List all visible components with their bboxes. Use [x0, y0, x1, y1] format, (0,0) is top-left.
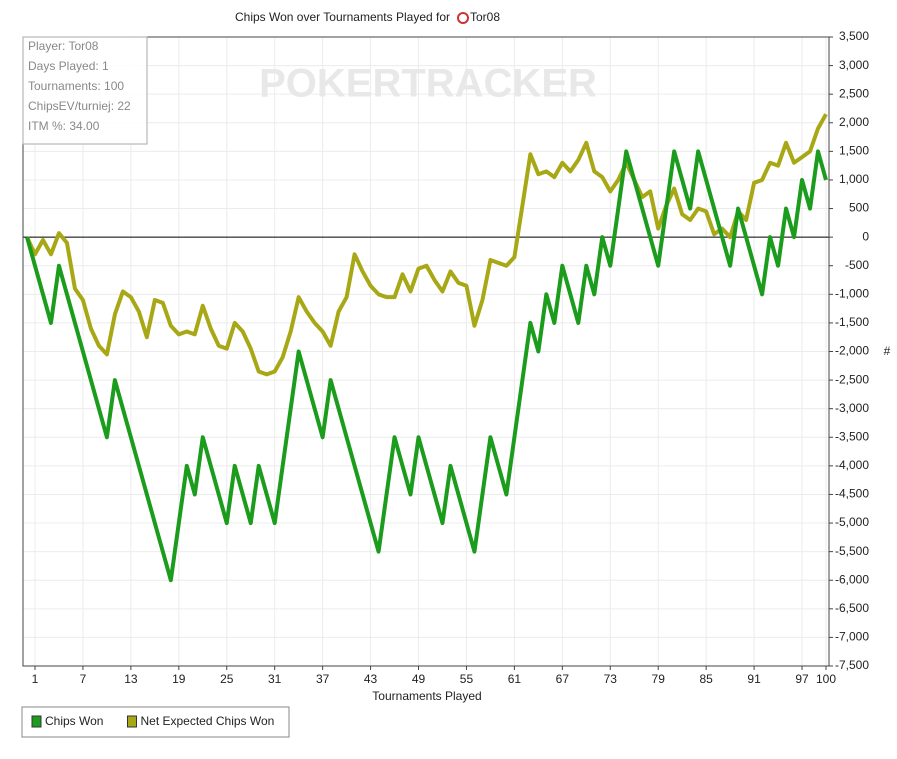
y-tick-label: 1,500 [839, 144, 869, 158]
y-tick-label: -1,500 [835, 315, 869, 329]
x-tick-label: 49 [412, 672, 426, 686]
chart-title: Chips Won over Tournaments Played for [235, 10, 450, 24]
x-tick-label: 1 [32, 672, 39, 686]
x-tick-label: 55 [460, 672, 474, 686]
player-name: Tor08 [470, 10, 500, 24]
x-tick-label: 85 [699, 672, 713, 686]
x-tick-label: 19 [172, 672, 186, 686]
y-tick-label: 500 [849, 201, 869, 215]
y-tick-label: -4,000 [835, 458, 869, 472]
x-tick-label: 91 [747, 672, 761, 686]
y-tick-label: -2,000 [835, 344, 869, 358]
series-line [25, 113, 828, 377]
info-line: Player: Tor08 [28, 39, 99, 53]
y-tick-label: -3,500 [835, 429, 869, 443]
watermark: POKERTRACKER [259, 62, 597, 106]
x-tick-label: 31 [268, 672, 282, 686]
x-tick-label: 7 [80, 672, 87, 686]
y-tick-label: 0 [862, 229, 869, 243]
series-line [25, 149, 828, 583]
info-line: ChipsEV/turniej: 22 [28, 99, 131, 113]
y-tick-label: 1,000 [839, 172, 869, 186]
x-tick-label: 13 [124, 672, 138, 686]
legend-swatch [126, 715, 137, 728]
legend-label: Net Expected Chips Won [140, 714, 274, 728]
legend-items: Chips Won Net Expected Chips Won [31, 714, 274, 728]
x-axis-label: Tournaments Played [372, 689, 481, 703]
legend-swatch [31, 715, 42, 728]
y-tick-label: 2,000 [839, 115, 869, 129]
y-tick-label: -3,000 [835, 401, 869, 415]
y-tick-label: 2,500 [839, 86, 869, 100]
y-tick-label: -2,500 [835, 372, 869, 386]
y-tick-label: -5,500 [835, 544, 869, 558]
x-tick-label: 25 [220, 672, 234, 686]
x-tick-label: 37 [316, 672, 330, 686]
x-tick-label: 100 [816, 672, 836, 686]
x-tick-label: 73 [604, 672, 618, 686]
legend-label: Chips Won [45, 714, 103, 728]
y-tick-label: -6,500 [835, 601, 869, 615]
x-tick-label: 61 [508, 672, 522, 686]
info-line: Tournaments: 100 [28, 79, 124, 93]
info-box [22, 36, 148, 145]
x-tick-label: 43 [364, 672, 378, 686]
info-line: Days Played: 1 [28, 59, 109, 73]
x-tick-label: 97 [795, 672, 809, 686]
legend [21, 706, 290, 738]
y-tick-label: -6,000 [835, 572, 869, 586]
y-tick-label: -4,500 [835, 487, 869, 501]
x-tick-label: 67 [556, 672, 570, 686]
player-icon [457, 12, 469, 24]
y-tick-label: -5,000 [835, 515, 869, 529]
info-lines: Player: Tor08 Days Played: 1 Tournaments: … [28, 39, 131, 133]
y-tick-label: -7,500 [835, 658, 869, 672]
x-tick-label: 79 [652, 672, 666, 686]
y-tick-label: 3,500 [839, 29, 869, 43]
y-tick-label: -1,000 [835, 286, 869, 300]
info-line: ITM %: 34.00 [28, 119, 100, 133]
y-axis-label: # [884, 344, 891, 358]
y-tick-label: 3,000 [839, 58, 869, 72]
y-tick-label: -7,000 [835, 630, 869, 644]
y-tick-label: -500 [845, 258, 869, 272]
